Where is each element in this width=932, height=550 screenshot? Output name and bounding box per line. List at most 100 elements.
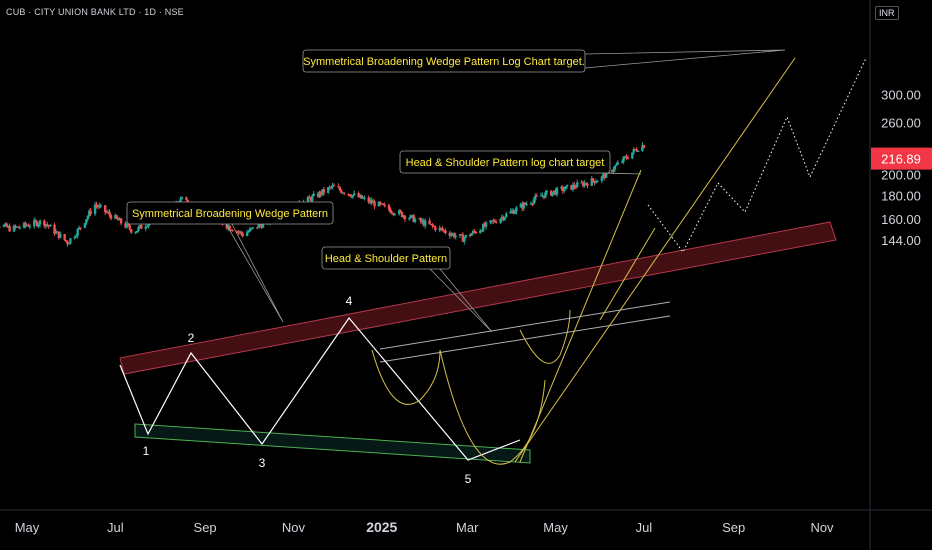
- time-tick-label: Mar: [456, 520, 479, 535]
- candle-body: [509, 211, 512, 214]
- price-tick-label: 260.00: [881, 116, 921, 131]
- candle-body: [481, 224, 485, 232]
- candle-body: [593, 180, 596, 184]
- candle-body: [57, 231, 61, 238]
- candle-body: [592, 178, 595, 181]
- candle-body: [454, 235, 457, 238]
- candle-body: [492, 220, 495, 222]
- candle-body: [458, 234, 462, 236]
- callout-pointer: [594, 172, 642, 175]
- candle-body: [505, 213, 508, 218]
- candle-body: [363, 197, 366, 199]
- candle-body: [137, 227, 140, 231]
- candle-body: [79, 227, 82, 229]
- candle-body: [470, 233, 473, 236]
- candle-body: [54, 231, 58, 234]
- candle-body: [53, 224, 56, 234]
- candle-body: [73, 236, 76, 239]
- candle-body: [76, 229, 79, 236]
- candle-body: [561, 186, 564, 192]
- candle-body: [328, 187, 331, 189]
- candle-body: [134, 232, 137, 234]
- candle-body: [77, 227, 81, 230]
- candle-body: [461, 234, 465, 242]
- candle-body: [38, 220, 42, 225]
- callout-pointer: [225, 223, 284, 323]
- hs-target-line: [519, 169, 642, 463]
- candle-body: [118, 218, 121, 221]
- candle-body: [444, 230, 447, 233]
- price-tick-label: 180.00: [881, 189, 921, 204]
- candle-body: [322, 189, 326, 193]
- candle-body: [500, 216, 504, 219]
- candle-body: [633, 148, 637, 150]
- candle-body: [379, 201, 382, 204]
- candle-body: [402, 215, 405, 217]
- candle-body: [610, 170, 614, 172]
- candle-body: [140, 225, 143, 229]
- candle-body: [258, 224, 262, 226]
- candle-body: [490, 220, 494, 222]
- candle-body: [545, 190, 549, 193]
- candle-body: [35, 221, 39, 227]
- time-tick-label: Sep: [194, 520, 217, 535]
- candle-body: [256, 227, 259, 229]
- callout-pointer: [429, 268, 493, 333]
- candle-body: [43, 220, 46, 227]
- candle-body: [360, 194, 363, 199]
- candle-body: [382, 203, 385, 205]
- candle-body: [515, 207, 518, 212]
- candle-body: [410, 215, 414, 217]
- candle-body: [109, 214, 113, 219]
- candle-body: [318, 191, 321, 197]
- candle-body: [594, 181, 598, 184]
- time-tick-label: May: [15, 520, 40, 535]
- candle-body: [8, 226, 11, 232]
- candle-body: [400, 211, 404, 217]
- candle-body: [602, 174, 605, 177]
- candle-body: [46, 224, 49, 226]
- candle-body: [337, 186, 340, 188]
- candle-body: [48, 224, 52, 227]
- candle-body: [554, 190, 557, 195]
- candle-body: [130, 229, 133, 233]
- candle-body: [114, 215, 117, 219]
- candle-body: [555, 187, 559, 195]
- candle-body: [605, 170, 608, 178]
- candle-body: [370, 200, 373, 204]
- swing-label: 1: [143, 444, 150, 458]
- candle-body: [34, 220, 37, 222]
- candle-body: [348, 194, 352, 197]
- candle-body: [489, 220, 492, 223]
- candle-body: [238, 231, 242, 233]
- candle-body: [615, 164, 618, 166]
- candle-body: [56, 231, 59, 233]
- candle-body: [573, 184, 576, 188]
- candle-body: [441, 228, 444, 231]
- candle-body: [308, 196, 311, 199]
- candle-body: [138, 225, 142, 228]
- candle-body: [28, 226, 32, 228]
- candle-body: [631, 152, 634, 159]
- candle-body: [521, 204, 524, 209]
- candle-body: [541, 195, 544, 197]
- candle-body: [424, 220, 427, 226]
- trend-line: [599, 227, 656, 321]
- candle-body: [393, 214, 397, 216]
- currency-button[interactable]: INR: [875, 6, 899, 20]
- candle-body: [519, 204, 522, 208]
- time-tick-label: Jul: [107, 520, 124, 535]
- candle-body: [358, 194, 362, 198]
- candle-body: [534, 195, 537, 200]
- candle-body: [468, 235, 472, 237]
- candle-body: [522, 202, 525, 209]
- candle-body: [248, 228, 252, 232]
- candle-body: [353, 193, 356, 195]
- candle-body: [474, 231, 478, 234]
- resistance-band: [119, 221, 837, 375]
- candle-body: [340, 190, 343, 193]
- symbol-title[interactable]: CUB · CITY UNION BANK LTD · 1D · NSE: [6, 7, 184, 17]
- candle-body: [2, 225, 6, 227]
- wave-zigzag: [119, 317, 521, 461]
- candle-body: [565, 185, 569, 187]
